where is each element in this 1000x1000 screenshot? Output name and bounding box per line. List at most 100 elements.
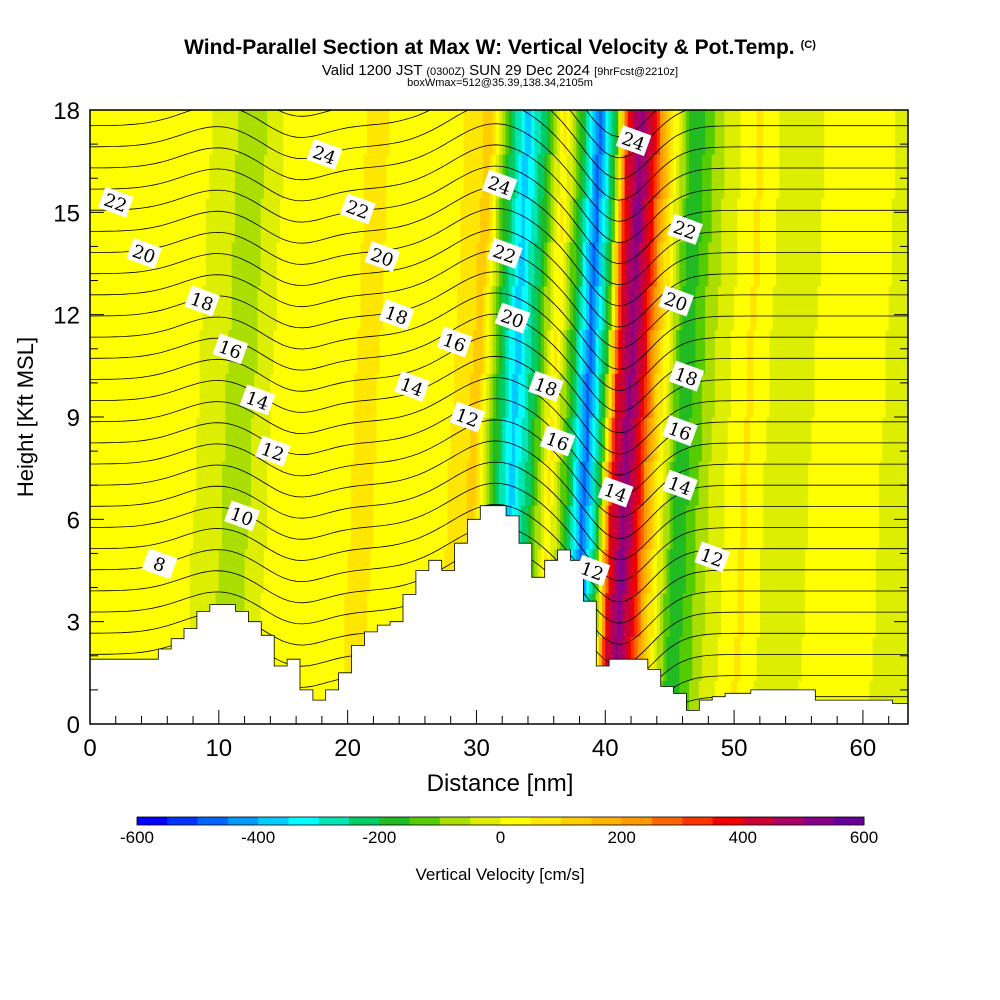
velocity-cell <box>444 110 449 155</box>
velocity-cell <box>508 110 513 155</box>
velocity-cell <box>537 417 542 462</box>
velocity-cell <box>689 153 694 199</box>
velocity-cell <box>473 241 478 287</box>
velocity-cell <box>131 636 136 681</box>
velocity-cell <box>753 592 758 638</box>
velocity-cell <box>189 592 194 638</box>
velocity-cell <box>582 329 587 374</box>
velocity-cell <box>441 504 446 550</box>
velocity-cell <box>898 636 903 681</box>
velocity-cell <box>711 460 716 506</box>
velocity-cell <box>553 153 558 199</box>
velocity-cell <box>231 548 236 594</box>
velocity-cell <box>202 548 207 594</box>
velocity-cell <box>437 285 442 331</box>
velocity-cell <box>383 592 388 638</box>
velocity-cell <box>843 241 848 287</box>
velocity-cell <box>209 373 214 418</box>
velocity-cell <box>763 241 768 287</box>
velocity-cell <box>537 329 542 374</box>
velocity-cell <box>338 548 343 594</box>
velocity-cell <box>872 373 877 418</box>
velocity-cell <box>759 197 764 243</box>
velocity-cell <box>138 241 143 287</box>
velocity-cell <box>495 329 500 374</box>
chart-subtitle: Valid 1200 JST (0300Z) SUN 29 Dec 2024 [… <box>321 62 679 79</box>
velocity-cell <box>276 285 281 331</box>
velocity-cell <box>708 285 713 331</box>
velocity-cell <box>862 417 867 462</box>
velocity-cell <box>354 241 359 287</box>
velocity-cell <box>895 548 900 594</box>
velocity-cell <box>447 417 452 462</box>
velocity-cell <box>614 197 619 243</box>
velocity-cell <box>305 110 310 155</box>
velocity-cell <box>453 417 458 462</box>
velocity-cell <box>515 417 520 462</box>
velocity-cell <box>370 329 375 374</box>
velocity-cell <box>151 110 156 155</box>
velocity-cell <box>160 504 165 550</box>
velocity-cell <box>196 241 201 287</box>
velocity-cell <box>160 110 165 155</box>
velocity-cell <box>747 504 752 550</box>
velocity-cell <box>531 153 536 199</box>
velocity-cell <box>389 329 394 374</box>
velocity-cell <box>656 504 661 550</box>
velocity-cell <box>660 153 665 199</box>
velocity-cell <box>338 504 343 550</box>
velocity-cell <box>151 373 156 418</box>
velocity-cell <box>621 329 626 374</box>
velocity-cell <box>186 417 191 462</box>
velocity-cell <box>453 373 458 418</box>
velocity-cell <box>766 329 771 374</box>
velocity-cell <box>769 504 774 550</box>
velocity-cell <box>888 329 893 374</box>
velocity-cell <box>853 110 858 155</box>
velocity-cell <box>492 197 497 243</box>
colorbar-tick-label: -400 <box>241 828 275 847</box>
velocity-cell <box>882 636 887 681</box>
velocity-cell <box>566 460 571 506</box>
velocity-cell <box>682 329 687 374</box>
velocity-cell <box>814 197 819 243</box>
velocity-cell <box>875 460 880 506</box>
velocity-cell <box>302 373 307 418</box>
velocity-cell <box>811 504 816 550</box>
velocity-cell <box>833 329 838 374</box>
velocity-cell <box>476 197 481 243</box>
velocity-cell <box>138 285 143 331</box>
velocity-cell <box>267 329 272 374</box>
velocity-cell <box>872 548 877 594</box>
velocity-cell <box>260 548 265 594</box>
velocity-cell <box>811 241 816 287</box>
velocity-cell <box>705 241 710 287</box>
velocity-cell <box>228 460 233 506</box>
velocity-cell <box>827 636 832 681</box>
velocity-cell <box>318 329 323 374</box>
velocity-cell <box>315 548 320 594</box>
velocity-cell <box>821 153 826 199</box>
velocity-cell <box>408 548 413 594</box>
velocity-cell <box>292 504 297 550</box>
velocity-cell <box>173 329 178 374</box>
velocity-cell <box>482 460 487 506</box>
velocity-cell <box>837 636 842 681</box>
velocity-cell <box>254 285 259 331</box>
velocity-cell <box>257 592 262 638</box>
velocity-cell <box>782 592 787 638</box>
velocity-cell <box>879 460 884 506</box>
velocity-cell <box>898 373 903 418</box>
velocity-cell <box>318 373 323 418</box>
velocity-cell <box>566 285 571 331</box>
velocity-cell <box>205 548 210 594</box>
velocity-cell <box>315 285 320 331</box>
velocity-cell <box>260 241 265 287</box>
colorbar-swatch <box>773 817 804 825</box>
colorbar-swatch <box>803 817 835 825</box>
velocity-cell <box>109 285 114 331</box>
velocity-cell <box>672 592 677 638</box>
velocity-cell <box>872 329 877 374</box>
velocity-cell <box>318 504 323 550</box>
velocity-cell <box>618 241 623 287</box>
